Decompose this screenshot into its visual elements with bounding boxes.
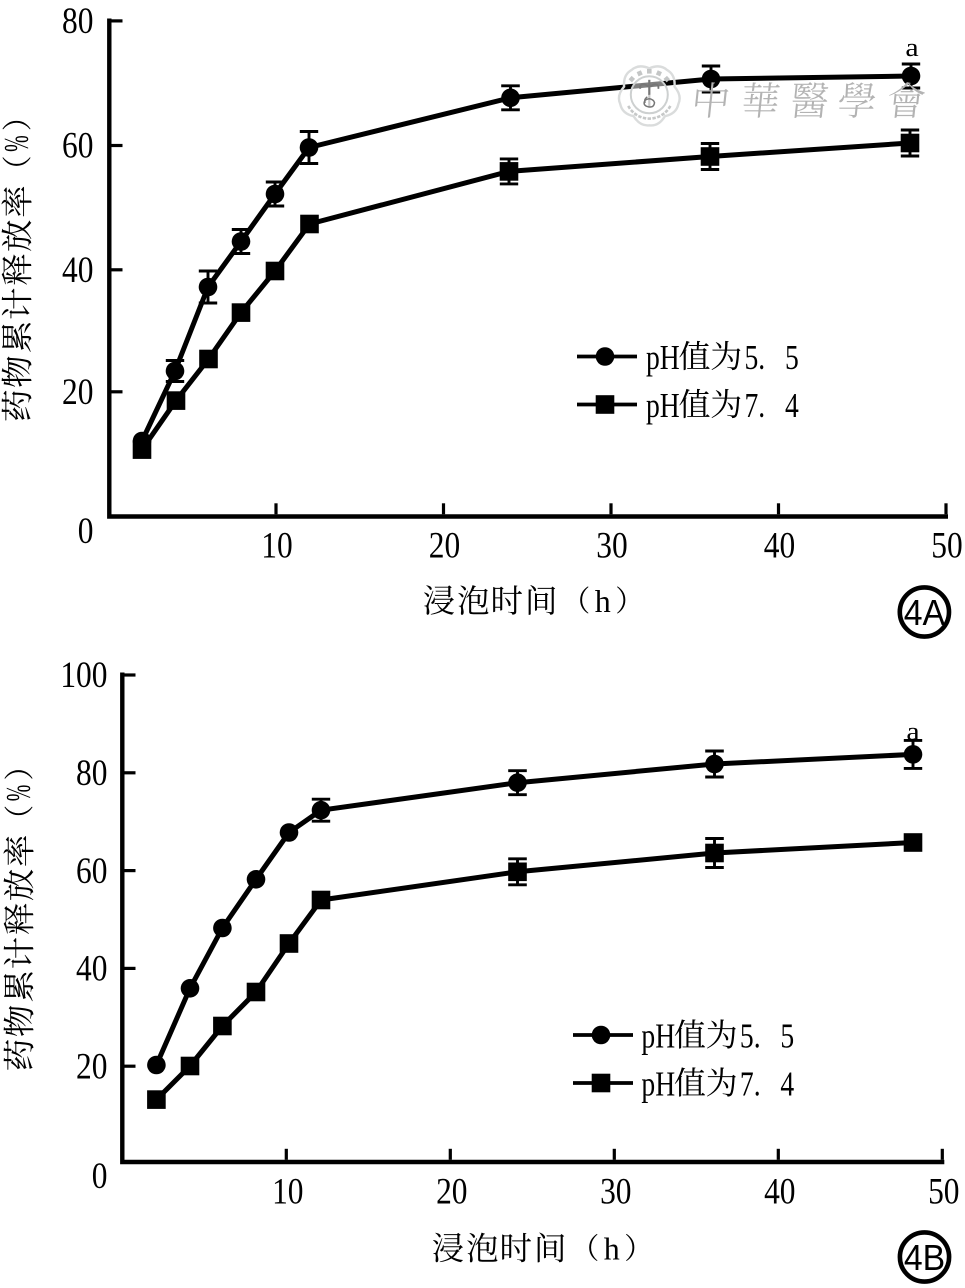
svg-text:h: h bbox=[604, 1231, 620, 1267]
svg-text:pH: pH bbox=[646, 386, 680, 425]
svg-text:20: 20 bbox=[429, 525, 460, 566]
svg-text:10: 10 bbox=[272, 1171, 303, 1212]
svg-text:30: 30 bbox=[600, 1171, 631, 1212]
svg-text:7.: 7. bbox=[740, 1064, 761, 1103]
svg-text:5: 5 bbox=[785, 338, 799, 377]
svg-text:40: 40 bbox=[764, 1171, 795, 1212]
svg-text:4B: 4B bbox=[904, 1238, 945, 1278]
svg-text:20: 20 bbox=[76, 1046, 107, 1087]
svg-text:0: 0 bbox=[92, 1156, 108, 1197]
svg-text:30: 30 bbox=[596, 525, 627, 566]
svg-text:5.: 5. bbox=[745, 338, 766, 377]
svg-text:pH: pH bbox=[641, 1064, 675, 1103]
svg-text:5.: 5. bbox=[740, 1016, 761, 1055]
svg-text:pH: pH bbox=[646, 338, 680, 377]
svg-text:%: % bbox=[1, 785, 39, 802]
svg-text:40: 40 bbox=[764, 525, 795, 566]
svg-text:60: 60 bbox=[76, 850, 107, 891]
svg-text:10: 10 bbox=[261, 525, 292, 566]
svg-text:50: 50 bbox=[928, 1171, 959, 1212]
svg-text:4: 4 bbox=[785, 386, 799, 425]
svg-text:0: 0 bbox=[78, 511, 94, 552]
svg-text:%: % bbox=[0, 135, 37, 152]
svg-text:80: 80 bbox=[62, 1, 93, 42]
svg-text:7.: 7. bbox=[745, 386, 766, 425]
svg-text:40: 40 bbox=[76, 948, 107, 989]
svg-text:pH: pH bbox=[641, 1016, 675, 1055]
svg-text:h: h bbox=[595, 583, 611, 619]
svg-text:40: 40 bbox=[62, 250, 93, 291]
svg-text:20: 20 bbox=[62, 372, 93, 413]
svg-text:50: 50 bbox=[931, 525, 962, 566]
svg-text:5: 5 bbox=[780, 1016, 794, 1055]
svg-text:a: a bbox=[905, 34, 919, 63]
svg-text:60: 60 bbox=[62, 125, 93, 166]
svg-text:100: 100 bbox=[60, 655, 107, 696]
svg-text:4A: 4A bbox=[904, 593, 946, 633]
svg-text:4: 4 bbox=[780, 1064, 794, 1103]
svg-text:a: a bbox=[906, 718, 920, 747]
svg-text:20: 20 bbox=[436, 1171, 467, 1212]
svg-text:80: 80 bbox=[76, 753, 107, 794]
